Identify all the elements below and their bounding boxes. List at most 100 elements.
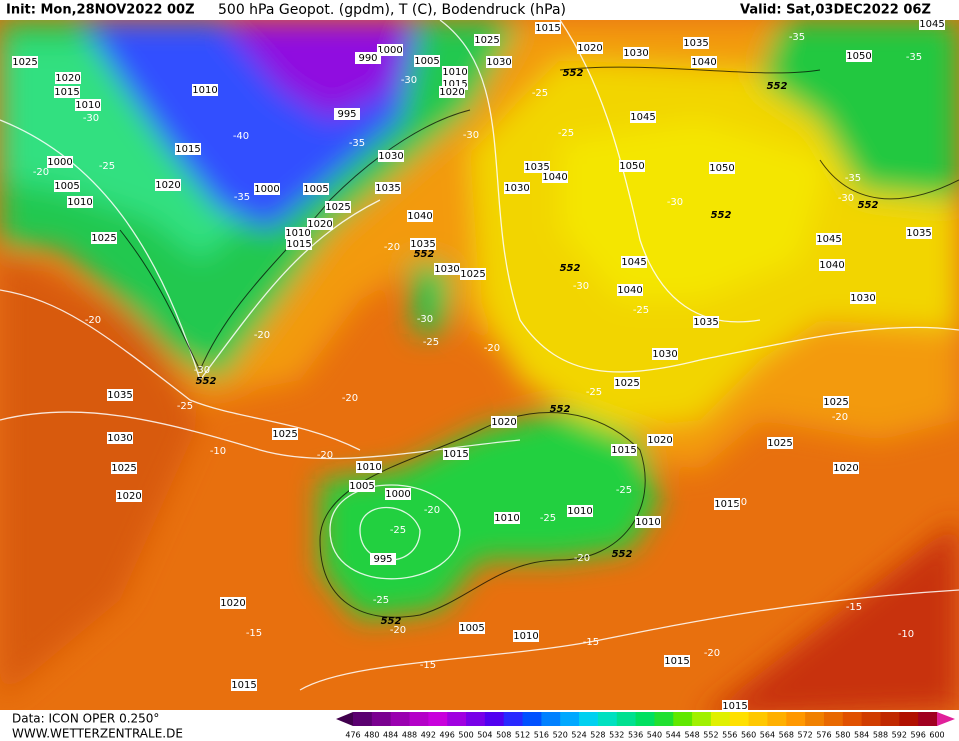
pressure-label-box xyxy=(375,182,401,194)
temperature-label: -30 xyxy=(667,197,683,208)
pressure-label-box xyxy=(254,183,280,195)
legend-label: 568 xyxy=(779,731,794,740)
legend-swatch xyxy=(522,712,542,726)
pressure-label-box xyxy=(614,377,640,389)
pressure-label-box xyxy=(175,143,201,155)
legend-arrow-right xyxy=(937,712,955,726)
pressure-label: 1010 xyxy=(494,513,519,524)
geopotential-label: 552 xyxy=(196,376,217,387)
temperature-label: -20 xyxy=(342,393,358,404)
temperature-label: -30 xyxy=(194,365,210,376)
legend-swatch xyxy=(748,712,768,726)
pressure-label: 1025 xyxy=(12,57,37,68)
pressure-label-box xyxy=(617,284,643,296)
pressure-label: 1020 xyxy=(155,180,180,191)
pressure-label: 1010 xyxy=(513,631,538,642)
temperature-label: -25 xyxy=(373,595,389,606)
temperature-label: -20 xyxy=(704,648,720,659)
legend-label: 500 xyxy=(458,731,473,740)
map-labels: 1025102010151010101010001005101010151020… xyxy=(12,18,945,712)
temperature-label: -40 xyxy=(233,131,249,142)
pressure-label: 1015 xyxy=(714,499,739,510)
legend-swatch xyxy=(409,712,429,726)
pressure-label: 1035 xyxy=(410,239,435,250)
pressure-label-box xyxy=(439,86,465,98)
legend-swatch xyxy=(616,712,637,726)
pressure-label-box xyxy=(647,434,673,446)
geopotential-label: 552 xyxy=(858,200,879,211)
geopotential-label: 552 xyxy=(560,263,581,274)
legend-swatch xyxy=(579,712,599,726)
pressure-label: 1020 xyxy=(220,598,245,609)
legend-swatch xyxy=(823,712,844,726)
pressure-label-box xyxy=(442,66,468,78)
pressure-label: 1020 xyxy=(491,417,516,428)
pressure-label: 1015 xyxy=(611,445,636,456)
legend-label: 596 xyxy=(911,731,926,740)
pressure-label-box xyxy=(116,490,142,502)
legend-swatch xyxy=(353,712,373,726)
pressure-label: 1020 xyxy=(833,463,858,474)
pressure-label-box xyxy=(623,47,649,59)
pressure-label: 1010 xyxy=(356,462,381,473)
pressure-label: 1045 xyxy=(630,112,655,123)
temperature-label: -25 xyxy=(633,305,649,316)
pressure-label-box xyxy=(767,437,793,449)
pressure-label: 1010 xyxy=(192,85,217,96)
pressure-label-box xyxy=(107,389,133,401)
pressure-label: 1025 xyxy=(111,463,136,474)
pressure-label-box xyxy=(504,182,530,194)
pressure-label: 1005 xyxy=(54,181,79,192)
pressure-label: 1030 xyxy=(107,433,132,444)
legend-swatch xyxy=(371,712,392,726)
temperature-label: -25 xyxy=(540,513,556,524)
legend-label: 560 xyxy=(741,731,756,740)
temperature-label: -20 xyxy=(731,497,747,508)
temperature-label: -15 xyxy=(846,602,862,613)
pressure-label-box xyxy=(714,498,740,510)
pressure-label: 1015 xyxy=(54,87,79,98)
pressure-label-box xyxy=(577,42,603,54)
pressure-label: 1030 xyxy=(652,349,677,360)
pressure-label: 1035 xyxy=(107,390,132,401)
pressure-label-box xyxy=(155,179,181,191)
pressure-label-box xyxy=(691,56,717,68)
legend-label: 564 xyxy=(760,731,775,740)
pressure-label: 1030 xyxy=(434,264,459,275)
pressure-label: 1015 xyxy=(722,701,747,712)
pressure-label: 1045 xyxy=(919,19,944,30)
pressure-label: 1010 xyxy=(442,67,467,78)
valid-time: Valid: Sat,03DEC2022 06Z xyxy=(740,3,931,18)
pressure-label-box xyxy=(823,396,849,408)
pressure-label: 1025 xyxy=(614,378,639,389)
temperature-label: -25 xyxy=(532,88,548,99)
temperature-label: -25 xyxy=(558,128,574,139)
pressure-label: 1010 xyxy=(67,197,92,208)
pressure-label: 1040 xyxy=(617,285,642,296)
legend-label: 592 xyxy=(892,731,907,740)
legend-label: 524 xyxy=(571,731,586,740)
pressure-label: 1040 xyxy=(819,260,844,271)
legend-label: 584 xyxy=(854,731,869,740)
pressure-label: 1005 xyxy=(459,623,484,634)
pressure-label-box xyxy=(378,150,404,162)
pressure-label: 1030 xyxy=(850,293,875,304)
pressure-label-box xyxy=(54,180,80,192)
pressure-label: 990 xyxy=(358,53,377,64)
legend-label: 496 xyxy=(440,731,455,740)
pressure-label: 1015 xyxy=(443,449,468,460)
temperature-label: -15 xyxy=(420,660,436,671)
pressure-label: 1020 xyxy=(307,219,332,230)
legend-swatch xyxy=(466,712,486,726)
temperature-label: -25 xyxy=(99,161,115,172)
temperature-label: -20 xyxy=(317,450,333,461)
geopotential-label: 552 xyxy=(381,616,402,627)
pressure-label: 1020 xyxy=(577,43,602,54)
pressure-label: 1015 xyxy=(664,656,689,667)
temperature-label: -35 xyxy=(906,52,922,63)
pressure-label-box xyxy=(192,84,218,96)
pressure-label: 1035 xyxy=(375,183,400,194)
pressure-label-box xyxy=(919,18,945,30)
pressure-label: 1035 xyxy=(683,38,708,49)
legend-swatch xyxy=(541,712,561,726)
